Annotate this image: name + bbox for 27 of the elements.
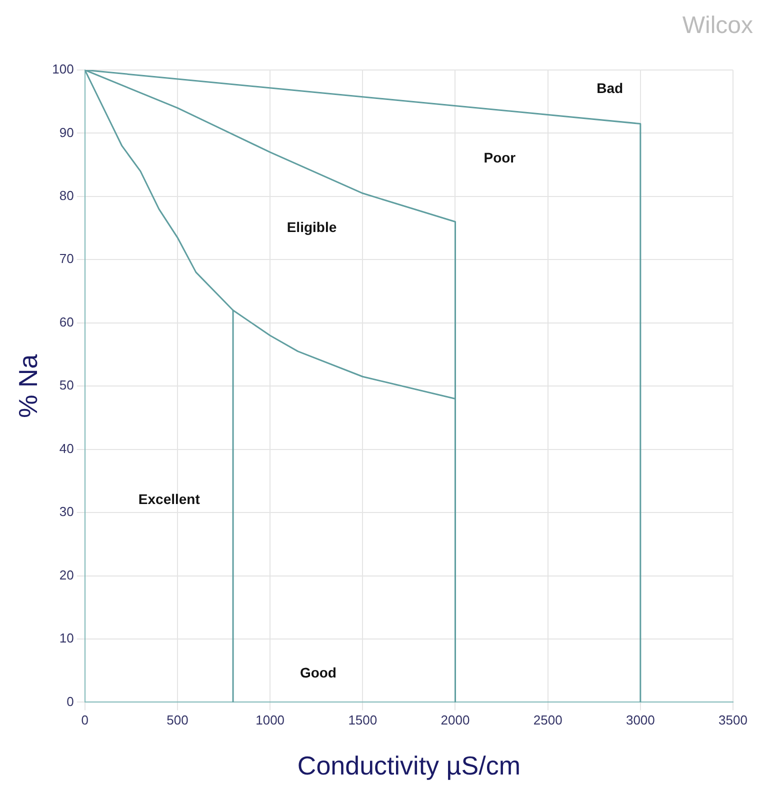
y-axis-title: % Na — [12, 354, 43, 418]
y-tick-label: 30 — [59, 504, 74, 520]
annotation: Poor — [484, 149, 516, 166]
annotation: Good — [300, 664, 336, 681]
x-tick-label: 1000 — [256, 712, 285, 728]
y-tick-label: 70 — [59, 251, 74, 266]
x-axis-title: Conductivity µS/cm — [297, 750, 520, 781]
y-tick-label: 60 — [59, 314, 74, 330]
y-tick-label: 100 — [52, 62, 74, 77]
y-tick-label: 0 — [66, 694, 74, 709]
x-tick-label: 2500 — [533, 712, 562, 728]
y-tick-label: 90 — [59, 124, 74, 140]
x-tick-label: 3500 — [718, 712, 748, 728]
y-tick-label: 50 — [59, 378, 74, 393]
chart-title: Wilcox — [682, 12, 753, 40]
y-tick-label: 80 — [59, 188, 74, 204]
x-tick-label: 1500 — [348, 712, 378, 728]
x-tick-label: 0 — [81, 712, 89, 728]
annotation: Eligible — [286, 218, 337, 235]
annotation: Excellent — [138, 490, 200, 507]
x-tick-label: 2000 — [440, 712, 470, 728]
annotation: Bad — [596, 80, 624, 96]
x-tick-label: 3000 — [626, 712, 655, 728]
y-tick-label: 40 — [59, 440, 74, 456]
y-tick-label: 10 — [59, 630, 74, 646]
x-tick-label: 500 — [166, 712, 188, 728]
y-tick-label: 20 — [59, 567, 74, 582]
